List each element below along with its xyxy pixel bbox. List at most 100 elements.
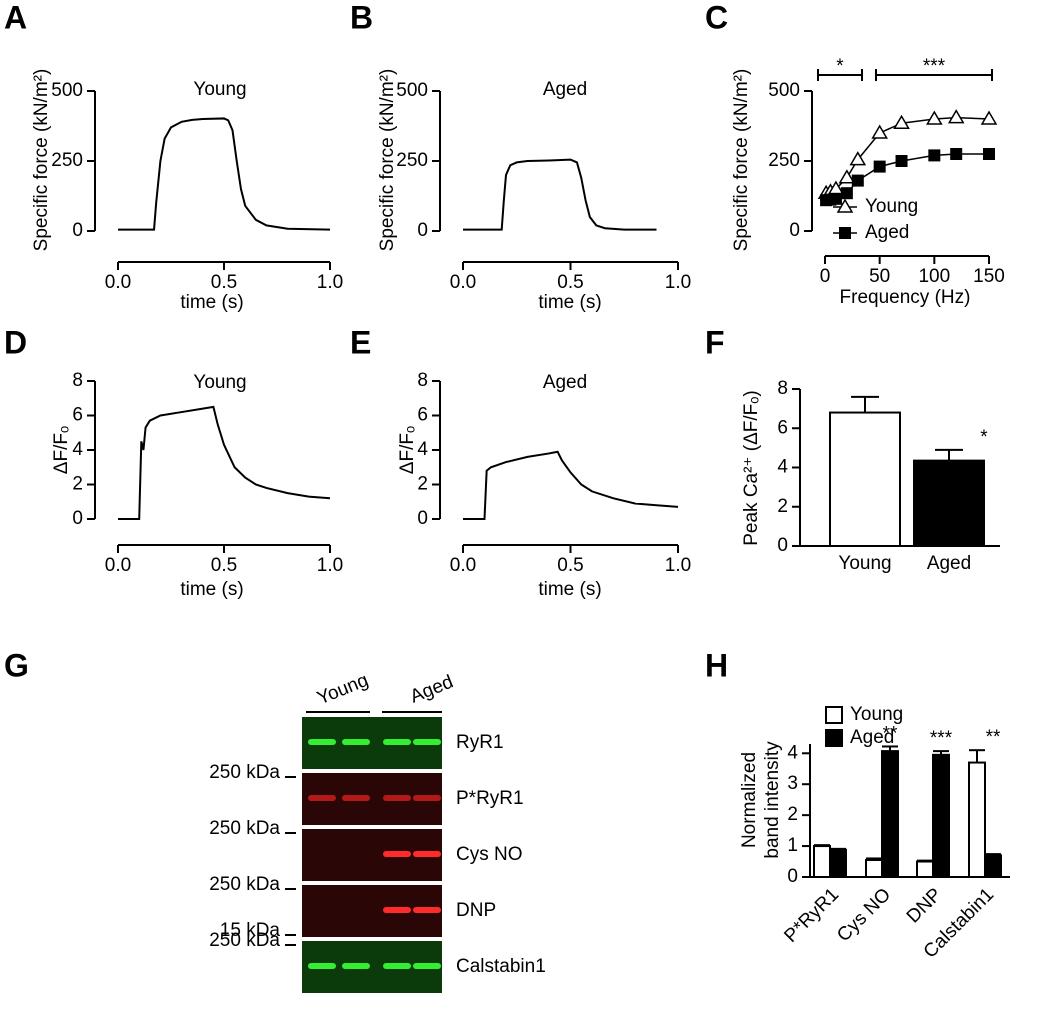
blot-panel: G Young Aged: [4, 647, 456, 713]
x-tick-label: 1.0: [317, 272, 343, 293]
trace: [118, 117, 331, 231]
y-tick-label: 6: [72, 405, 83, 426]
trace: [463, 450, 679, 520]
x-tick-label: DNP: [903, 884, 946, 927]
x-tick-label: 0.5: [557, 272, 583, 293]
blot-band: [413, 963, 441, 969]
panel-letter: E: [350, 324, 371, 360]
y-tick-label: 4: [787, 742, 798, 763]
y-axis-label: ΔF/Fₒ: [51, 426, 72, 474]
x-tick-label: 0.5: [211, 272, 237, 293]
marker-label: 250 kDa: [209, 874, 280, 895]
blot-band: [383, 851, 411, 857]
marker: [829, 192, 842, 205]
blot-band: [413, 739, 441, 745]
legend-marker: [836, 198, 854, 213]
legend-label: Young: [850, 704, 903, 725]
chart-title: Aged: [543, 79, 587, 100]
x-tick-label: 0: [820, 266, 831, 287]
y-tick-label: 2: [417, 474, 428, 495]
y-tick-label: 6: [777, 417, 788, 438]
x-tick-label: 1.0: [665, 272, 691, 293]
panel-letter: H: [705, 647, 728, 683]
row-label: RyR1: [456, 732, 504, 753]
y-tick-label: 0: [72, 508, 83, 529]
bar: [913, 459, 985, 548]
y-tick-label: 8: [777, 378, 788, 399]
legend-swatch: [825, 706, 843, 724]
y-tick-label: 4: [72, 439, 83, 460]
y-tick-label: 250: [396, 150, 428, 171]
row-label: Cys NO: [456, 844, 523, 865]
y-axis-label: Specific force (kN/m²): [731, 69, 752, 252]
trace: [463, 158, 657, 231]
x-tick-label: 0.0: [450, 555, 476, 576]
x-axis-label: time (s): [538, 579, 601, 600]
marker-label: 250 kDa: [209, 818, 280, 839]
x-tick-label: 150: [973, 266, 1005, 287]
blot-band: [308, 795, 336, 801]
marker: [893, 114, 910, 129]
legend-swatch: [825, 729, 843, 747]
y-axis-label: Specific force (kN/m²): [31, 69, 52, 252]
panel-letter: G: [4, 647, 29, 683]
y-tick-label: 0: [72, 220, 83, 241]
y-tick-label: 0: [777, 535, 788, 556]
marker-label: 250 kDa: [209, 930, 280, 951]
annotation: ***: [923, 56, 946, 77]
marker: [871, 124, 888, 139]
blot-band: [383, 795, 411, 801]
y-tick-label: 4: [777, 457, 788, 478]
marker-label: 15 kDa: [220, 920, 281, 941]
marker: [840, 187, 853, 200]
marker: [928, 149, 941, 162]
y-tick-label: 8: [72, 370, 83, 391]
blot-band: [308, 739, 336, 745]
bar: [932, 753, 950, 878]
panel-letter: C: [705, 0, 728, 35]
y-tick-label: 3: [787, 773, 798, 794]
legend-label: Aged: [850, 727, 894, 748]
y-axis-label: ΔF/Fₒ: [397, 426, 418, 474]
row-label: Calstabin1: [456, 956, 546, 977]
y-tick-label: 0: [417, 220, 428, 241]
blot-band: [383, 963, 411, 969]
blot-band: [413, 907, 441, 913]
panel-letter: B: [350, 0, 373, 35]
trace: [118, 405, 331, 520]
x-axis-label: Frequency (Hz): [840, 287, 971, 308]
y-axis-label: Specific force (kN/m²): [377, 69, 398, 252]
y-tick-label: 2: [72, 474, 83, 495]
blot-band: [342, 795, 370, 801]
y-tick-label: 2: [777, 496, 788, 517]
significance: ***: [930, 728, 953, 749]
y-tick-label: 500: [768, 80, 800, 101]
blot-band: [342, 963, 370, 969]
legend-marker: [839, 227, 851, 239]
x-tick-label: 0.0: [105, 555, 131, 576]
x-tick-label: Young: [838, 553, 891, 574]
x-tick-label: 0.0: [450, 272, 476, 293]
bar: [881, 750, 899, 878]
y-tick-label: 8: [417, 370, 428, 391]
y-tick-label: 0: [417, 508, 428, 529]
legend-label: Aged: [865, 222, 909, 243]
row-label: P*RyR1: [456, 788, 524, 809]
bar: [829, 848, 847, 878]
significance: **: [986, 727, 1001, 748]
x-tick-label: 100: [918, 266, 950, 287]
panel-letter: D: [4, 324, 27, 360]
y-tick-label: 4: [417, 439, 428, 460]
marker: [947, 109, 965, 124]
chart-title: Young: [193, 372, 246, 393]
y-axis-label: Normalized: [739, 752, 760, 848]
blot-band: [413, 795, 441, 801]
marker-label: 250 kDa: [209, 762, 280, 783]
y-tick-label: 0: [787, 866, 798, 887]
significance: *: [980, 427, 988, 448]
bar: [865, 858, 883, 878]
x-tick-label: 1.0: [317, 555, 343, 576]
chart-title: Young: [193, 79, 246, 100]
y-tick-label: 2: [787, 804, 798, 825]
y-tick-label: 0: [789, 220, 800, 241]
